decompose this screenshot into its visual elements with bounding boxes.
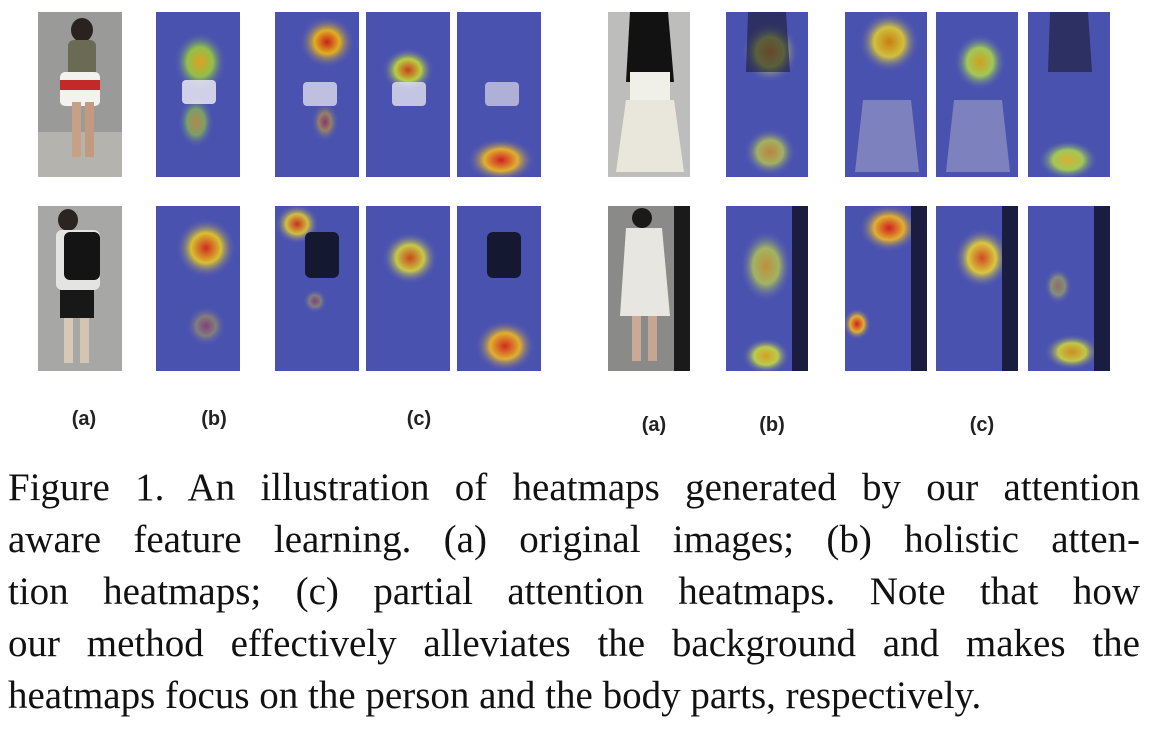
caption-line-3: tion heatmaps; (c) partial attention hea… [8,570,1140,613]
right-row1-original-image [608,12,690,177]
left-row2-partial-heatmap-3 [457,206,541,371]
figure-caption: Figure 1. An illustration of heatmaps ge… [8,462,1140,722]
caption-line-2: aware feature learning. (a) original ima… [8,518,1140,561]
left-label-a: (a) [71,408,97,430]
right-label-a: (a) [641,414,667,436]
right-row1-partial-heatmap-1 [845,12,927,177]
right-row2-partial-heatmap-3 [1028,206,1110,371]
caption-line-1: Figure 1. An illustration of heatmaps ge… [8,466,1140,509]
caption-line-4: our method effectively alleviates the ba… [8,622,1140,665]
left-row1-original-image [38,12,122,177]
left-row1-holistic-heatmap [156,12,240,177]
left-row1-partial-heatmap-3 [457,12,541,177]
right-row1-partial-heatmap-2 [936,12,1018,177]
left-row1-partial-heatmap-1 [275,12,359,177]
right-row2-partial-heatmap-2 [936,206,1018,371]
right-label-c: (c) [969,414,995,436]
left-row2-partial-heatmap-1 [275,206,359,371]
caption-line-5: heatmaps focus on the person and the bod… [8,674,982,717]
left-label-c: (c) [406,408,432,430]
right-label-b: (b) [759,414,785,436]
left-label-b: (b) [201,408,227,430]
right-row1-partial-heatmap-3 [1028,12,1110,177]
left-row1-partial-heatmap-2 [366,12,450,177]
right-row1-holistic-heatmap [726,12,808,177]
right-row2-holistic-heatmap [726,206,808,371]
left-row2-partial-heatmap-2 [366,206,450,371]
left-row2-original-image [38,206,122,371]
right-row2-partial-heatmap-1 [845,206,927,371]
left-row2-holistic-heatmap [156,206,240,371]
right-row2-original-image [608,206,690,371]
